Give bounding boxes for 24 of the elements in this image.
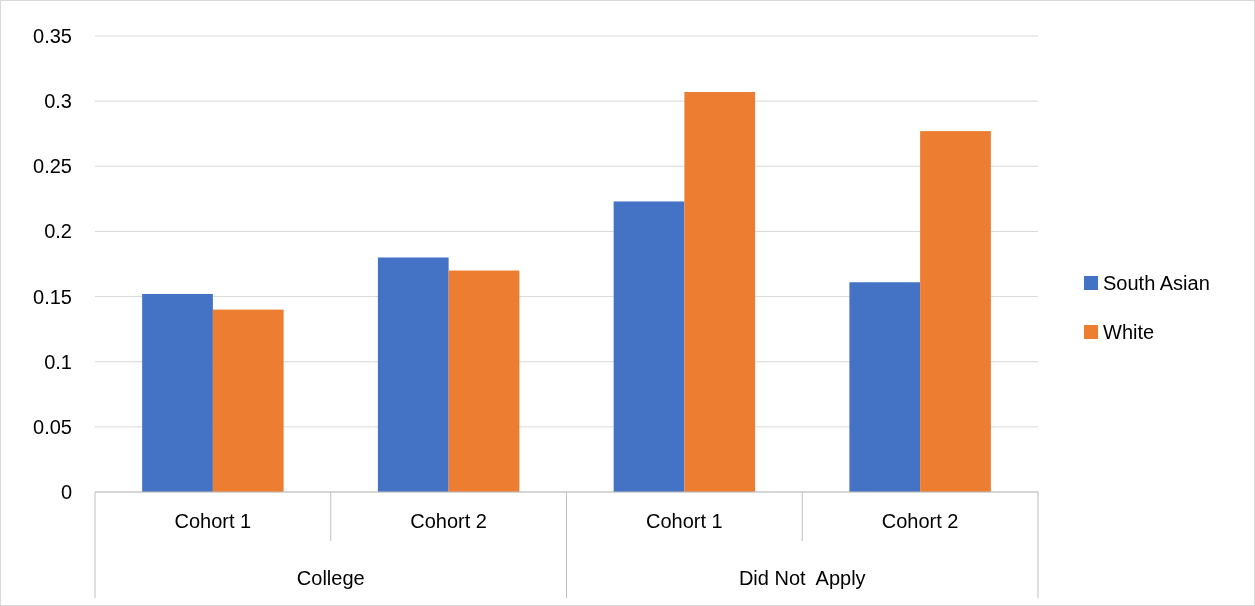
x-tick-label: Cohort 2 — [881, 510, 959, 532]
bar — [142, 293, 213, 492]
text: College — [296, 567, 365, 589]
bar — [212, 309, 284, 492]
x-tick-label: Cohort 2 — [410, 510, 487, 532]
bar — [377, 257, 449, 492]
bar — [613, 201, 685, 492]
y-tick-label: 0.3 — [44, 90, 72, 113]
legend-label: White — [1103, 321, 1155, 343]
y-tick-label: 0.15 — [33, 285, 72, 308]
bar — [849, 282, 921, 492]
y-tick-label: 0 — [60, 481, 72, 503]
text: Did Not Apply — [738, 567, 866, 589]
x-tick-label: Cohort 1 — [646, 510, 723, 532]
y-tick-label: 0.1 — [44, 350, 72, 373]
bar — [684, 92, 756, 492]
legend-label: South Asian — [1103, 272, 1210, 294]
y-tick-label: 0.25 — [33, 155, 72, 178]
x-tick-label: Cohort 1 — [174, 510, 252, 532]
bar — [448, 270, 520, 492]
y-tick-label: 0.35 — [33, 25, 72, 47]
y-tick-label: 0.2 — [44, 220, 72, 243]
bar — [920, 131, 991, 492]
y-tick-label: 0.05 — [33, 415, 72, 438]
